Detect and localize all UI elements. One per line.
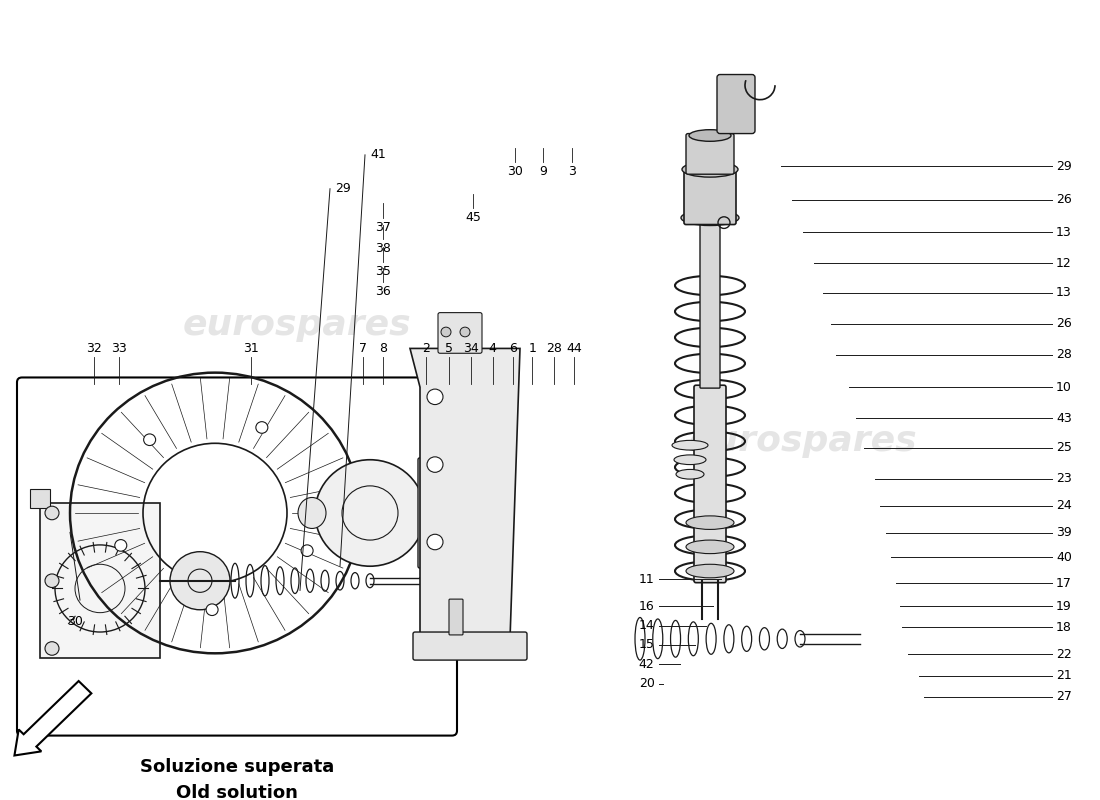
Text: 29: 29 xyxy=(1056,160,1071,173)
FancyBboxPatch shape xyxy=(684,167,736,225)
Text: 24: 24 xyxy=(1056,499,1071,512)
Ellipse shape xyxy=(686,540,734,554)
FancyBboxPatch shape xyxy=(449,599,463,635)
FancyBboxPatch shape xyxy=(686,134,734,174)
Ellipse shape xyxy=(672,440,708,450)
FancyBboxPatch shape xyxy=(694,386,726,582)
Text: 38: 38 xyxy=(375,242,390,255)
Text: 8: 8 xyxy=(378,342,387,354)
Circle shape xyxy=(315,460,425,566)
Text: 2: 2 xyxy=(421,342,430,354)
Circle shape xyxy=(170,552,230,610)
Circle shape xyxy=(206,604,218,615)
Circle shape xyxy=(45,642,59,655)
FancyBboxPatch shape xyxy=(700,222,720,388)
Text: 42: 42 xyxy=(639,658,654,671)
Text: 27: 27 xyxy=(1056,690,1071,703)
FancyBboxPatch shape xyxy=(717,74,755,134)
FancyBboxPatch shape xyxy=(438,313,482,354)
Text: Old solution: Old solution xyxy=(176,784,298,800)
Text: 19: 19 xyxy=(1056,600,1071,613)
Text: 37: 37 xyxy=(375,221,390,234)
Ellipse shape xyxy=(686,516,734,530)
Circle shape xyxy=(427,534,443,550)
Text: eurospares: eurospares xyxy=(183,308,411,342)
Text: 23: 23 xyxy=(1056,472,1071,485)
Circle shape xyxy=(144,434,155,446)
Text: 11: 11 xyxy=(639,573,654,586)
Text: 28: 28 xyxy=(547,342,562,354)
Text: 16: 16 xyxy=(639,600,654,613)
Text: 17: 17 xyxy=(1056,577,1071,590)
Text: 45: 45 xyxy=(465,211,481,224)
Text: 9: 9 xyxy=(539,165,548,178)
Ellipse shape xyxy=(676,470,704,479)
FancyBboxPatch shape xyxy=(40,503,159,658)
Text: 30: 30 xyxy=(67,614,82,628)
Ellipse shape xyxy=(689,130,732,142)
Text: 21: 21 xyxy=(1056,670,1071,682)
Text: 28: 28 xyxy=(1056,348,1071,361)
Text: 36: 36 xyxy=(375,285,390,298)
Circle shape xyxy=(427,389,443,405)
FancyBboxPatch shape xyxy=(30,489,50,508)
Circle shape xyxy=(301,545,314,557)
Text: 14: 14 xyxy=(639,619,654,632)
Text: 44: 44 xyxy=(566,342,582,354)
Circle shape xyxy=(460,327,470,337)
Text: 41: 41 xyxy=(370,148,386,162)
Circle shape xyxy=(114,539,126,551)
Text: 39: 39 xyxy=(1056,526,1071,539)
Circle shape xyxy=(256,422,268,434)
Text: 22: 22 xyxy=(1056,648,1071,661)
Circle shape xyxy=(441,327,451,337)
Text: 31: 31 xyxy=(243,342,258,354)
Ellipse shape xyxy=(674,455,706,465)
Polygon shape xyxy=(410,349,520,638)
Text: 6: 6 xyxy=(508,342,517,354)
Text: Soluzione superata: Soluzione superata xyxy=(140,758,334,776)
Ellipse shape xyxy=(298,498,326,529)
Text: 13: 13 xyxy=(1056,286,1071,299)
Text: 43: 43 xyxy=(1056,412,1071,425)
Text: 7: 7 xyxy=(359,342,367,354)
Circle shape xyxy=(45,506,59,520)
Text: 26: 26 xyxy=(1056,317,1071,330)
Text: 33: 33 xyxy=(111,342,126,354)
Text: 40: 40 xyxy=(1056,551,1071,564)
Text: 25: 25 xyxy=(1056,441,1071,454)
Text: 3: 3 xyxy=(568,165,576,178)
Circle shape xyxy=(45,574,59,587)
Text: 35: 35 xyxy=(375,265,390,278)
Ellipse shape xyxy=(686,564,734,578)
Text: 29: 29 xyxy=(336,182,351,195)
Text: 26: 26 xyxy=(1056,194,1071,206)
Text: 18: 18 xyxy=(1056,621,1071,634)
Text: 32: 32 xyxy=(86,342,101,354)
Text: eurospares: eurospares xyxy=(689,424,917,458)
Text: 30: 30 xyxy=(507,165,522,178)
Text: 4: 4 xyxy=(488,342,497,354)
Text: 10: 10 xyxy=(1056,381,1071,394)
Ellipse shape xyxy=(682,162,738,177)
Text: 34: 34 xyxy=(463,342,478,354)
Ellipse shape xyxy=(681,210,739,226)
FancyArrow shape xyxy=(14,681,91,755)
Text: 20: 20 xyxy=(639,678,654,690)
Text: 5: 5 xyxy=(444,342,453,354)
Text: 12: 12 xyxy=(1056,257,1071,270)
Circle shape xyxy=(427,457,443,472)
FancyBboxPatch shape xyxy=(412,632,527,660)
FancyBboxPatch shape xyxy=(418,458,460,568)
Text: 13: 13 xyxy=(1056,226,1071,238)
FancyBboxPatch shape xyxy=(16,378,456,735)
Text: 1: 1 xyxy=(528,342,537,354)
Text: 15: 15 xyxy=(639,638,654,651)
